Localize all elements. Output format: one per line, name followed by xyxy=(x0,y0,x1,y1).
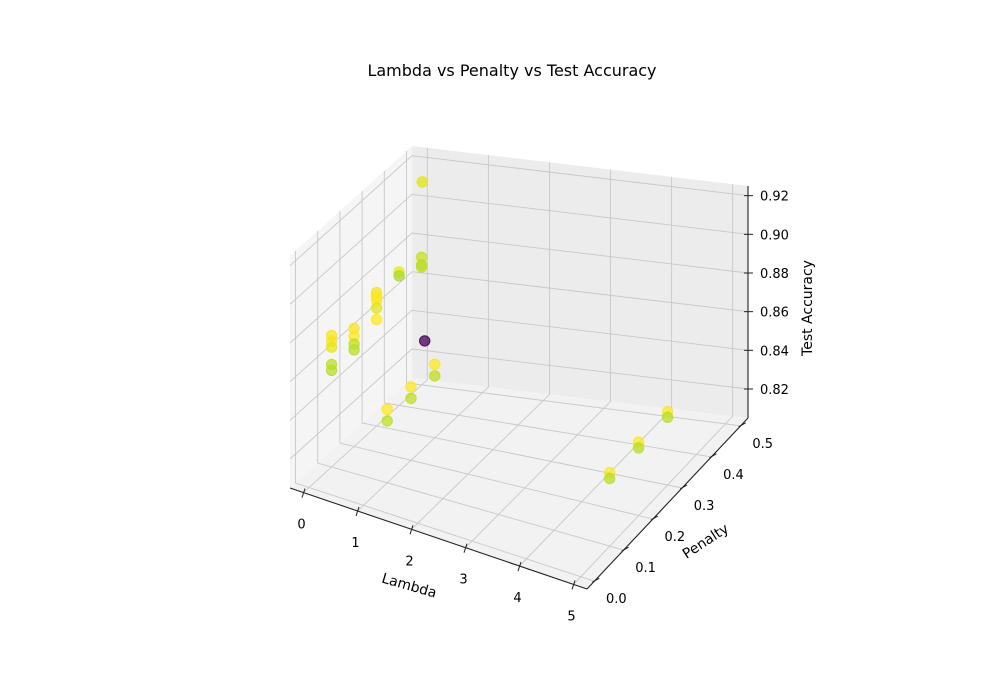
x-axis-line xyxy=(289,487,588,590)
x-tick-label: 1 xyxy=(351,536,359,551)
x-gridline xyxy=(465,169,611,549)
z-axis-label: Test Accuracy xyxy=(800,260,816,357)
y-tick-label: 0.0 xyxy=(606,592,627,607)
data-point xyxy=(325,329,338,342)
data-point xyxy=(370,302,383,314)
data-point xyxy=(405,381,417,393)
y-axis-line xyxy=(586,417,749,590)
x-gridline xyxy=(573,184,734,585)
y-tick-label: 0.1 xyxy=(635,561,656,576)
z-tick-label: 0.84 xyxy=(760,344,789,359)
y-tick-mark xyxy=(679,484,688,490)
axis-lines xyxy=(289,186,749,590)
z-gridline xyxy=(289,232,749,344)
data-point xyxy=(348,344,360,356)
data-point xyxy=(370,290,383,303)
data-point xyxy=(405,392,417,405)
x-tick-label: 3 xyxy=(459,573,467,588)
z-tick-label: 0.90 xyxy=(760,228,789,243)
floor-pane xyxy=(290,378,748,589)
z-tick-label: 0.82 xyxy=(760,383,789,398)
back-pane xyxy=(412,146,748,418)
data-point xyxy=(632,442,645,454)
data-point xyxy=(419,335,431,347)
z-tick-label: 0.92 xyxy=(760,190,789,205)
data-points xyxy=(325,176,674,485)
axis-panes xyxy=(290,146,748,589)
z-tick-label: 0.86 xyxy=(760,306,789,321)
data-point xyxy=(415,261,428,273)
y-tick-label: 0.2 xyxy=(665,530,686,545)
data-point xyxy=(325,364,338,376)
z-gridline xyxy=(289,309,749,421)
x-gridline xyxy=(357,155,489,512)
x-gridline xyxy=(411,162,550,530)
x-tick-label: 0 xyxy=(297,518,305,533)
z-gridline xyxy=(289,348,749,460)
y-gridline xyxy=(317,231,624,551)
x-tick-mark xyxy=(517,561,522,572)
data-point xyxy=(348,322,360,335)
y-tick-label: 0.4 xyxy=(723,468,744,483)
x-tick-mark xyxy=(301,488,306,498)
z-tick-label: 0.88 xyxy=(760,267,789,282)
y-tick-label: 0.3 xyxy=(694,499,715,514)
data-point xyxy=(325,341,338,353)
y-gridline xyxy=(383,171,712,458)
y-tick-mark xyxy=(650,515,659,521)
data-point xyxy=(416,176,428,188)
y-gridline xyxy=(339,211,654,520)
left-pane xyxy=(290,146,412,488)
data-point xyxy=(429,358,441,370)
y-tick-mark xyxy=(738,422,746,428)
data-point xyxy=(370,313,383,326)
data-point xyxy=(381,415,393,427)
x-tick-mark xyxy=(355,506,360,517)
y-tick-mark xyxy=(621,546,629,552)
data-point xyxy=(381,403,393,415)
y-gridline xyxy=(361,191,683,489)
x-gridline xyxy=(303,147,428,493)
data-point xyxy=(604,472,616,485)
y-gridline xyxy=(295,251,595,582)
x-tick-label: 2 xyxy=(405,554,413,569)
data-point xyxy=(393,270,405,282)
y-gridline xyxy=(406,151,741,427)
x-tick-label: 5 xyxy=(567,609,575,624)
data-point xyxy=(661,411,674,423)
y-tick-mark xyxy=(592,577,600,583)
z-gridline xyxy=(289,155,749,267)
x-tick-mark xyxy=(463,543,468,553)
x-tick-mark xyxy=(409,525,414,535)
x-tick-mark xyxy=(571,580,576,590)
y-tick-mark xyxy=(709,453,717,459)
tick-labels: 0 1 2 3 4 5 0.0 0.1 0.2 0.3 0.4 0.5 0.82 0.84 0.86 0.88… xyxy=(297,190,789,625)
x-tick-label: 4 xyxy=(513,591,521,606)
z-gridline xyxy=(289,193,749,305)
data-point xyxy=(429,370,441,382)
chart-title: Lambda vs Penalty vs Test Accuracy xyxy=(367,61,656,80)
y-tick-label: 0.5 xyxy=(752,437,773,452)
